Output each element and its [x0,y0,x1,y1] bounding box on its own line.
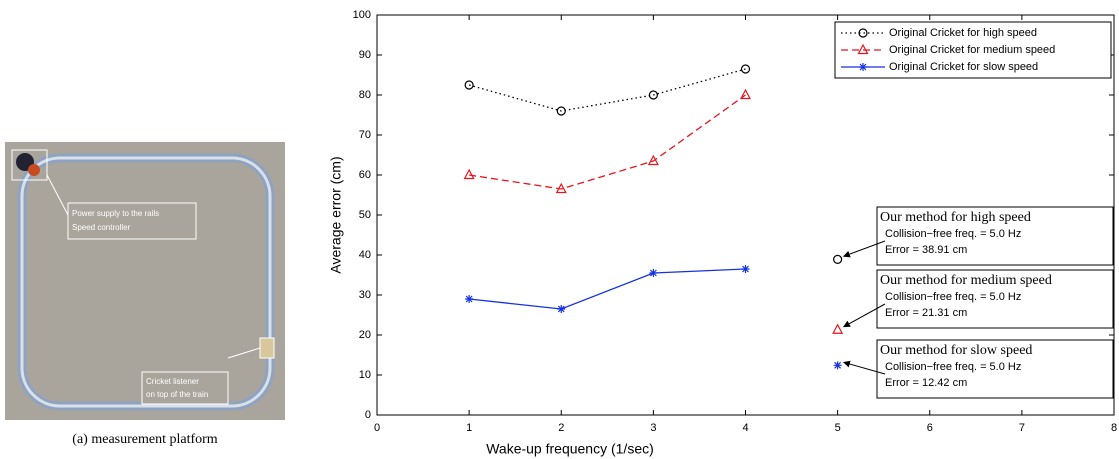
annotation-title: Our method for slow speed [880,343,1032,358]
series-line [468,68,746,112]
marker [741,265,750,273]
annotation-box [876,339,1114,399]
cricket-listener [259,337,275,359]
photo-label: on top of the train [146,390,208,399]
marker [833,361,842,370]
marker [556,106,566,116]
y-tick-label: 10 [359,369,371,381]
leader-line [46,174,69,216]
y-tick-label: 70 [359,129,371,141]
track-rail [20,156,272,408]
controller [28,164,40,176]
annotation-text: Collision−free freq. = 5.0 Hz [885,291,1021,303]
series-line [469,94,746,190]
x-tick-label: 0 [374,422,380,434]
marker [555,182,567,194]
legend-label: Original Cricket for slow speed [889,61,1038,73]
x-tick-label: 7 [1019,422,1025,434]
y-tick-label: 40 [359,249,371,261]
annotation-arrow [842,240,886,258]
x-tick-label: 6 [927,422,933,434]
annotation-text: Error = 38.91 cm [885,244,967,256]
highlight [11,149,48,181]
legend-marker [857,43,869,55]
annotation-title: Our method for medium speed [880,273,1052,288]
marker [648,90,658,100]
x-tick-label: 4 [742,422,748,434]
marker [740,88,751,100]
y-tick-label: 90 [359,49,371,61]
marker [464,80,474,90]
leader-line [227,347,261,359]
x-tick-label: 5 [835,422,841,434]
legend-marker [859,63,867,71]
legend-label: Original Cricket for medium speed [889,44,1055,56]
y-tick-label: 0 [365,409,371,421]
marker [832,323,844,334]
annotation-text: Collision−free freq. = 5.0 Hz [885,361,1021,373]
photo-caption: (a) measurement platform [72,432,217,447]
marker [463,168,475,180]
y-axis-label: Average error (cm) [328,156,344,273]
y-tick-label: 50 [359,209,371,221]
photo: Power supply to the rails Speed controll… [5,142,285,447]
marker [649,269,658,277]
annotation-arrow [842,360,886,375]
x-tick-label: 2 [558,422,564,434]
marker [557,305,566,313]
y-tick-label: 80 [359,89,371,101]
series-line [469,268,746,310]
x-axis-label: Wake-up frequency (1/sec) [486,441,654,457]
marker [833,254,843,264]
annotation-arrow [843,303,886,328]
marker [647,154,659,166]
photo-label: Power supply to the rails [72,209,159,218]
y-tick-label: 100 [353,9,371,21]
y-tick-label: 60 [359,169,371,181]
legend-marker [858,28,868,38]
annotation-text: Error = 21.31 cm [885,307,967,319]
marker [465,295,474,303]
annotation-box [876,206,1114,266]
label-box [67,202,197,240]
x-tick-label: 3 [650,422,656,434]
marker [740,64,751,74]
annotation-text: Error = 12.42 cm [885,377,967,389]
x-tick-label: 1 [466,422,472,434]
y-tick-label: 20 [359,329,371,341]
label-box [141,371,229,405]
annotation-box [876,269,1114,329]
annotation-title: Our method for high speed [880,210,1031,225]
legend-label: Original Cricket for high speed [889,27,1037,39]
annotation-text: Collision−free freq. = 5.0 Hz [885,228,1021,240]
x-tick-label: 8 [1111,422,1117,434]
photo-label: Speed controller [72,223,131,232]
y-tick-label: 30 [359,289,371,301]
photo-label: Cricket listener [146,377,199,386]
